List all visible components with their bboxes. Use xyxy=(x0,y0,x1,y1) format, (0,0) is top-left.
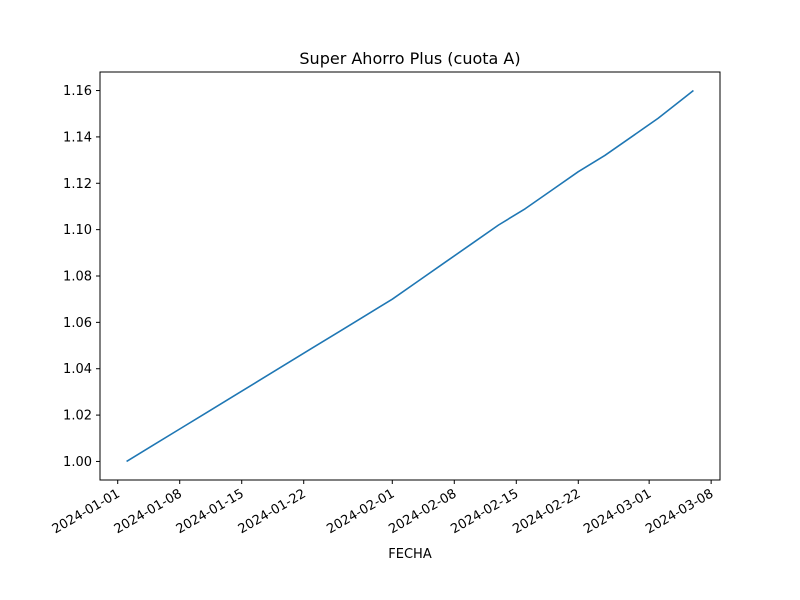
chart-title: Super Ahorro Plus (cuota A) xyxy=(299,49,520,68)
y-tick-label-0: 1.00 xyxy=(63,455,92,470)
y-tick-label-5: 1.10 xyxy=(63,223,92,238)
x-axis-label: FECHA xyxy=(388,547,432,562)
y-axis: 1.00 1.02 1.04 1.06 1.08 1.10 1.12 1.14 1.16 xyxy=(63,84,100,470)
y-tick-label-6: 1.12 xyxy=(63,177,92,192)
y-tick-label-1: 1.02 xyxy=(63,409,92,424)
y-tick-label-2: 1.04 xyxy=(63,362,92,377)
y-tick-label-4: 1.08 xyxy=(63,270,92,285)
series-line-0 xyxy=(126,89,694,463)
y-tick-label-7: 1.14 xyxy=(63,130,92,145)
y-tick-label-8: 1.16 xyxy=(63,84,92,99)
y-tick-label-3: 1.06 xyxy=(63,316,92,331)
